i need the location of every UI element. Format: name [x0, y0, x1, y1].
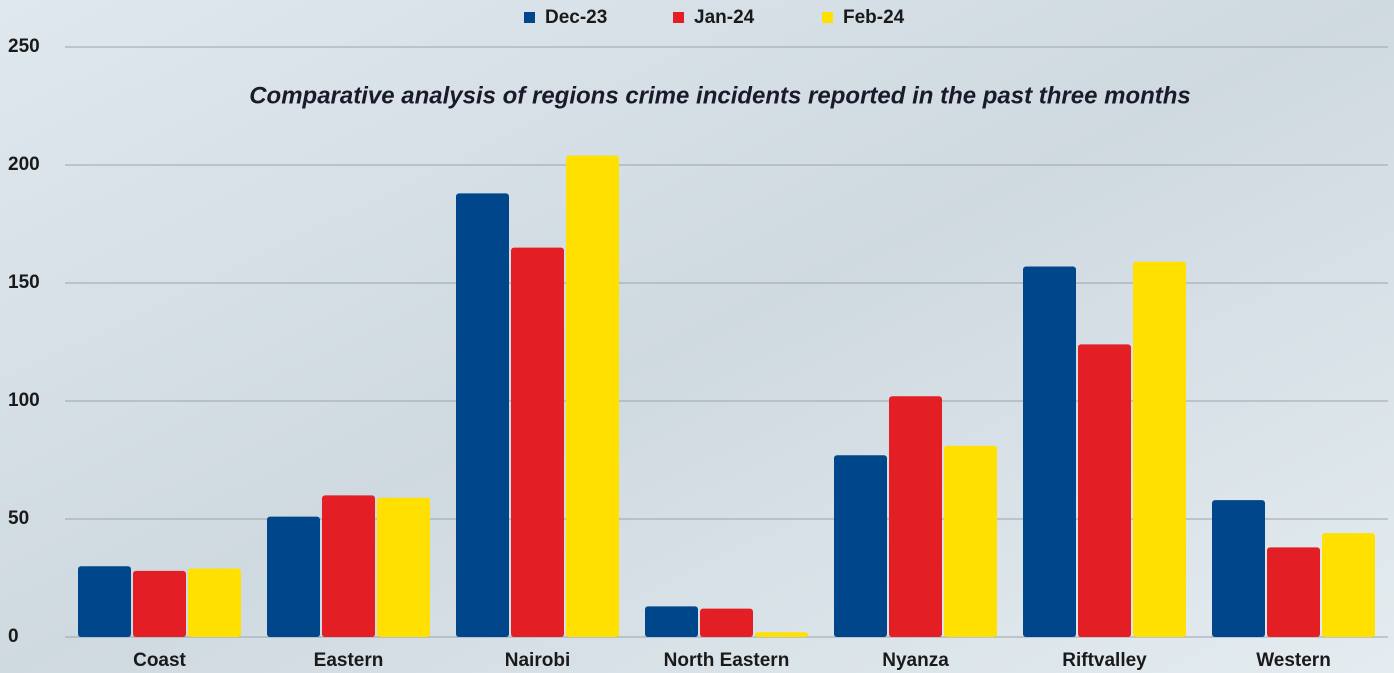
x-tick-label: Riftvalley: [1062, 650, 1147, 671]
legend-swatch: [822, 12, 833, 23]
bar: [377, 497, 430, 637]
x-tick-label: North Eastern: [664, 650, 790, 671]
legend-label: Feb-24: [843, 7, 905, 28]
bar: [322, 495, 375, 637]
bar: [1133, 261, 1186, 637]
bar: [944, 445, 997, 637]
x-tick-label: Western: [1256, 650, 1331, 671]
chart-title: Comparative analysis of regions crime in…: [249, 82, 1191, 109]
bar: [566, 155, 619, 637]
bar: [188, 568, 241, 637]
y-tick-label: 100: [8, 390, 40, 411]
bar: [700, 608, 753, 637]
bar: [1322, 533, 1375, 637]
bar: [755, 632, 808, 637]
legend-swatch: [673, 12, 684, 23]
y-tick-label: 200: [8, 154, 40, 175]
bar: [456, 193, 509, 637]
y-tick-label: 150: [8, 272, 40, 293]
bar: [1212, 500, 1265, 637]
x-tick-label: Nairobi: [505, 650, 570, 671]
y-tick-label: 0: [8, 626, 19, 647]
bar: [511, 247, 564, 637]
bar: [78, 566, 131, 637]
bar: [133, 570, 186, 637]
bar: [834, 455, 887, 637]
legend-label: Jan-24: [694, 7, 755, 28]
bar: [1023, 266, 1076, 637]
y-tick-label: 250: [8, 36, 40, 57]
y-tick-label: 50: [8, 508, 29, 529]
legend-label: Dec-23: [545, 7, 607, 28]
legend-swatch: [524, 12, 535, 23]
bar: [645, 606, 698, 637]
bar: [889, 396, 942, 637]
x-tick-label: Eastern: [314, 650, 384, 671]
x-tick-label: Coast: [133, 650, 186, 671]
bar: [1078, 344, 1131, 637]
bar: [1267, 547, 1320, 637]
bar: [267, 516, 320, 637]
x-tick-label: Nyanza: [882, 650, 949, 671]
